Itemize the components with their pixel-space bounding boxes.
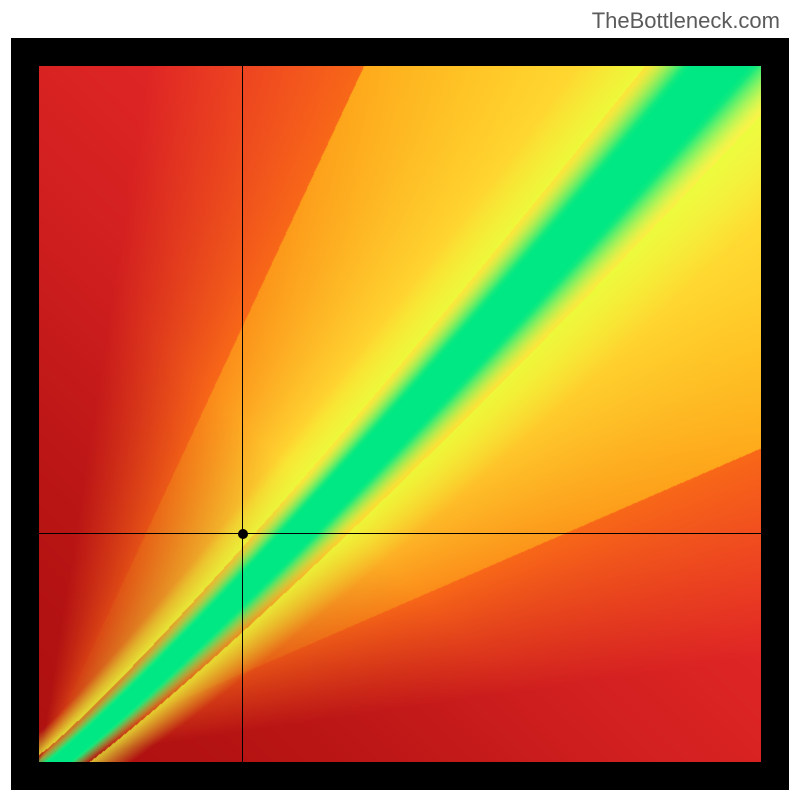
crosshair-marker bbox=[238, 529, 248, 539]
plot-area bbox=[11, 38, 789, 790]
crosshair-vertical bbox=[242, 66, 243, 762]
crosshair-horizontal bbox=[39, 533, 761, 534]
heatmap-canvas bbox=[39, 66, 761, 762]
chart-container: TheBottleneck.com bbox=[0, 0, 800, 800]
attribution-text: TheBottleneck.com bbox=[592, 8, 780, 34]
